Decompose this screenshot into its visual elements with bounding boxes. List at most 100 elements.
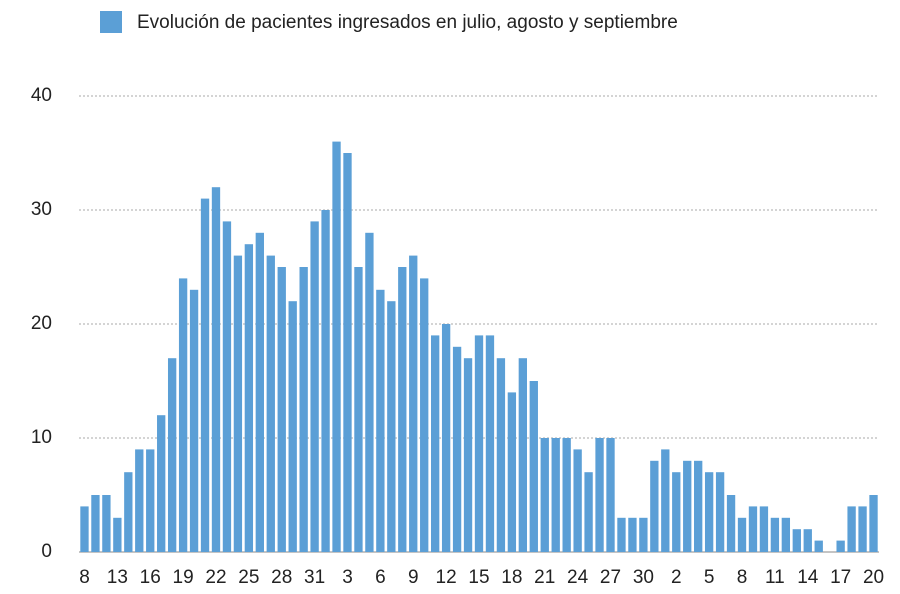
x-tick-label: 12	[436, 567, 457, 588]
bar	[540, 438, 549, 552]
bar	[321, 210, 330, 552]
bar	[222, 221, 232, 552]
bar	[288, 301, 297, 552]
x-tick-label: 9	[408, 567, 419, 588]
legend-label: Evolución de pacientes ingresados en jul…	[137, 12, 678, 33]
x-tick-label: 6	[375, 567, 386, 588]
bar	[102, 495, 111, 552]
bar	[299, 267, 308, 552]
bar	[683, 460, 692, 552]
x-tick-label: 27	[600, 567, 621, 588]
bar	[266, 255, 275, 552]
y-tick-label: 30	[31, 199, 52, 220]
bar	[836, 540, 845, 552]
x-tick-label: 11	[765, 567, 785, 588]
bar	[343, 153, 352, 552]
y-tick-label: 0	[41, 541, 52, 562]
bar	[650, 460, 659, 552]
bar	[715, 472, 725, 552]
x-tick-label: 21	[534, 567, 555, 588]
y-tick-label: 10	[31, 427, 52, 448]
bar	[704, 472, 714, 552]
bar	[376, 289, 385, 552]
bar	[80, 506, 89, 552]
bar	[211, 187, 221, 552]
bar	[157, 415, 166, 552]
y-tick-label: 40	[31, 85, 52, 106]
x-tick-label: 8	[79, 567, 90, 588]
x-tick-label: 30	[633, 567, 654, 588]
x-tick-label: 2	[671, 567, 682, 588]
bar	[672, 472, 681, 552]
bar	[135, 449, 144, 552]
bar	[847, 506, 856, 552]
bar	[628, 517, 637, 552]
y-tick-label: 20	[31, 313, 52, 334]
bar	[573, 449, 582, 552]
bar	[748, 506, 758, 552]
bar	[869, 495, 878, 552]
x-tick-label: 22	[205, 567, 226, 588]
bar	[474, 335, 484, 552]
x-tick-label: 13	[107, 567, 128, 588]
bar	[781, 517, 791, 552]
bar	[803, 529, 812, 552]
bar	[617, 517, 626, 552]
bar	[452, 346, 462, 552]
bar	[606, 438, 615, 552]
bar	[310, 221, 319, 552]
bar	[463, 358, 473, 552]
bar	[113, 517, 122, 552]
x-tick-label: 25	[238, 567, 259, 588]
bar	[485, 335, 495, 552]
bar	[694, 460, 703, 552]
bar	[770, 517, 780, 552]
bar	[529, 381, 538, 552]
x-tick-label: 14	[797, 567, 819, 588]
bar	[387, 301, 396, 552]
bar	[518, 358, 527, 552]
bar	[244, 244, 254, 552]
bar	[409, 255, 418, 552]
bar	[639, 517, 648, 552]
bar	[584, 472, 593, 552]
x-tick-label: 31	[304, 567, 325, 588]
x-tick-label: 16	[140, 567, 161, 588]
x-tick-label: 19	[173, 567, 194, 588]
bar	[178, 278, 188, 552]
bar	[441, 324, 451, 552]
x-tick-label: 17	[830, 567, 851, 588]
bar	[814, 540, 823, 552]
bar	[255, 232, 264, 553]
bar	[200, 198, 210, 552]
bar	[420, 278, 429, 552]
bar	[507, 392, 517, 552]
bar	[726, 495, 736, 552]
bar	[189, 289, 199, 552]
bar	[858, 506, 867, 552]
bar	[431, 335, 440, 552]
x-tick-label: 20	[863, 567, 884, 588]
x-tick-label: 28	[271, 567, 292, 588]
bar	[595, 438, 604, 552]
bar	[124, 472, 133, 552]
x-tick-label: 3	[342, 567, 353, 588]
x-tick-label: 8	[737, 567, 748, 588]
bar	[562, 438, 571, 552]
bar	[277, 267, 286, 552]
x-tick-label: 5	[704, 567, 715, 588]
x-tick-label: 24	[567, 567, 589, 588]
bar	[759, 506, 769, 552]
bar	[551, 438, 560, 552]
bar	[496, 358, 506, 552]
bar	[737, 517, 747, 552]
x-tick-label: 15	[468, 567, 489, 588]
bar	[332, 141, 341, 552]
bar	[354, 267, 363, 552]
bar	[661, 449, 670, 552]
x-tick-label: 18	[501, 567, 522, 588]
bar	[91, 495, 100, 552]
legend-swatch	[100, 11, 122, 33]
bar	[146, 449, 155, 552]
